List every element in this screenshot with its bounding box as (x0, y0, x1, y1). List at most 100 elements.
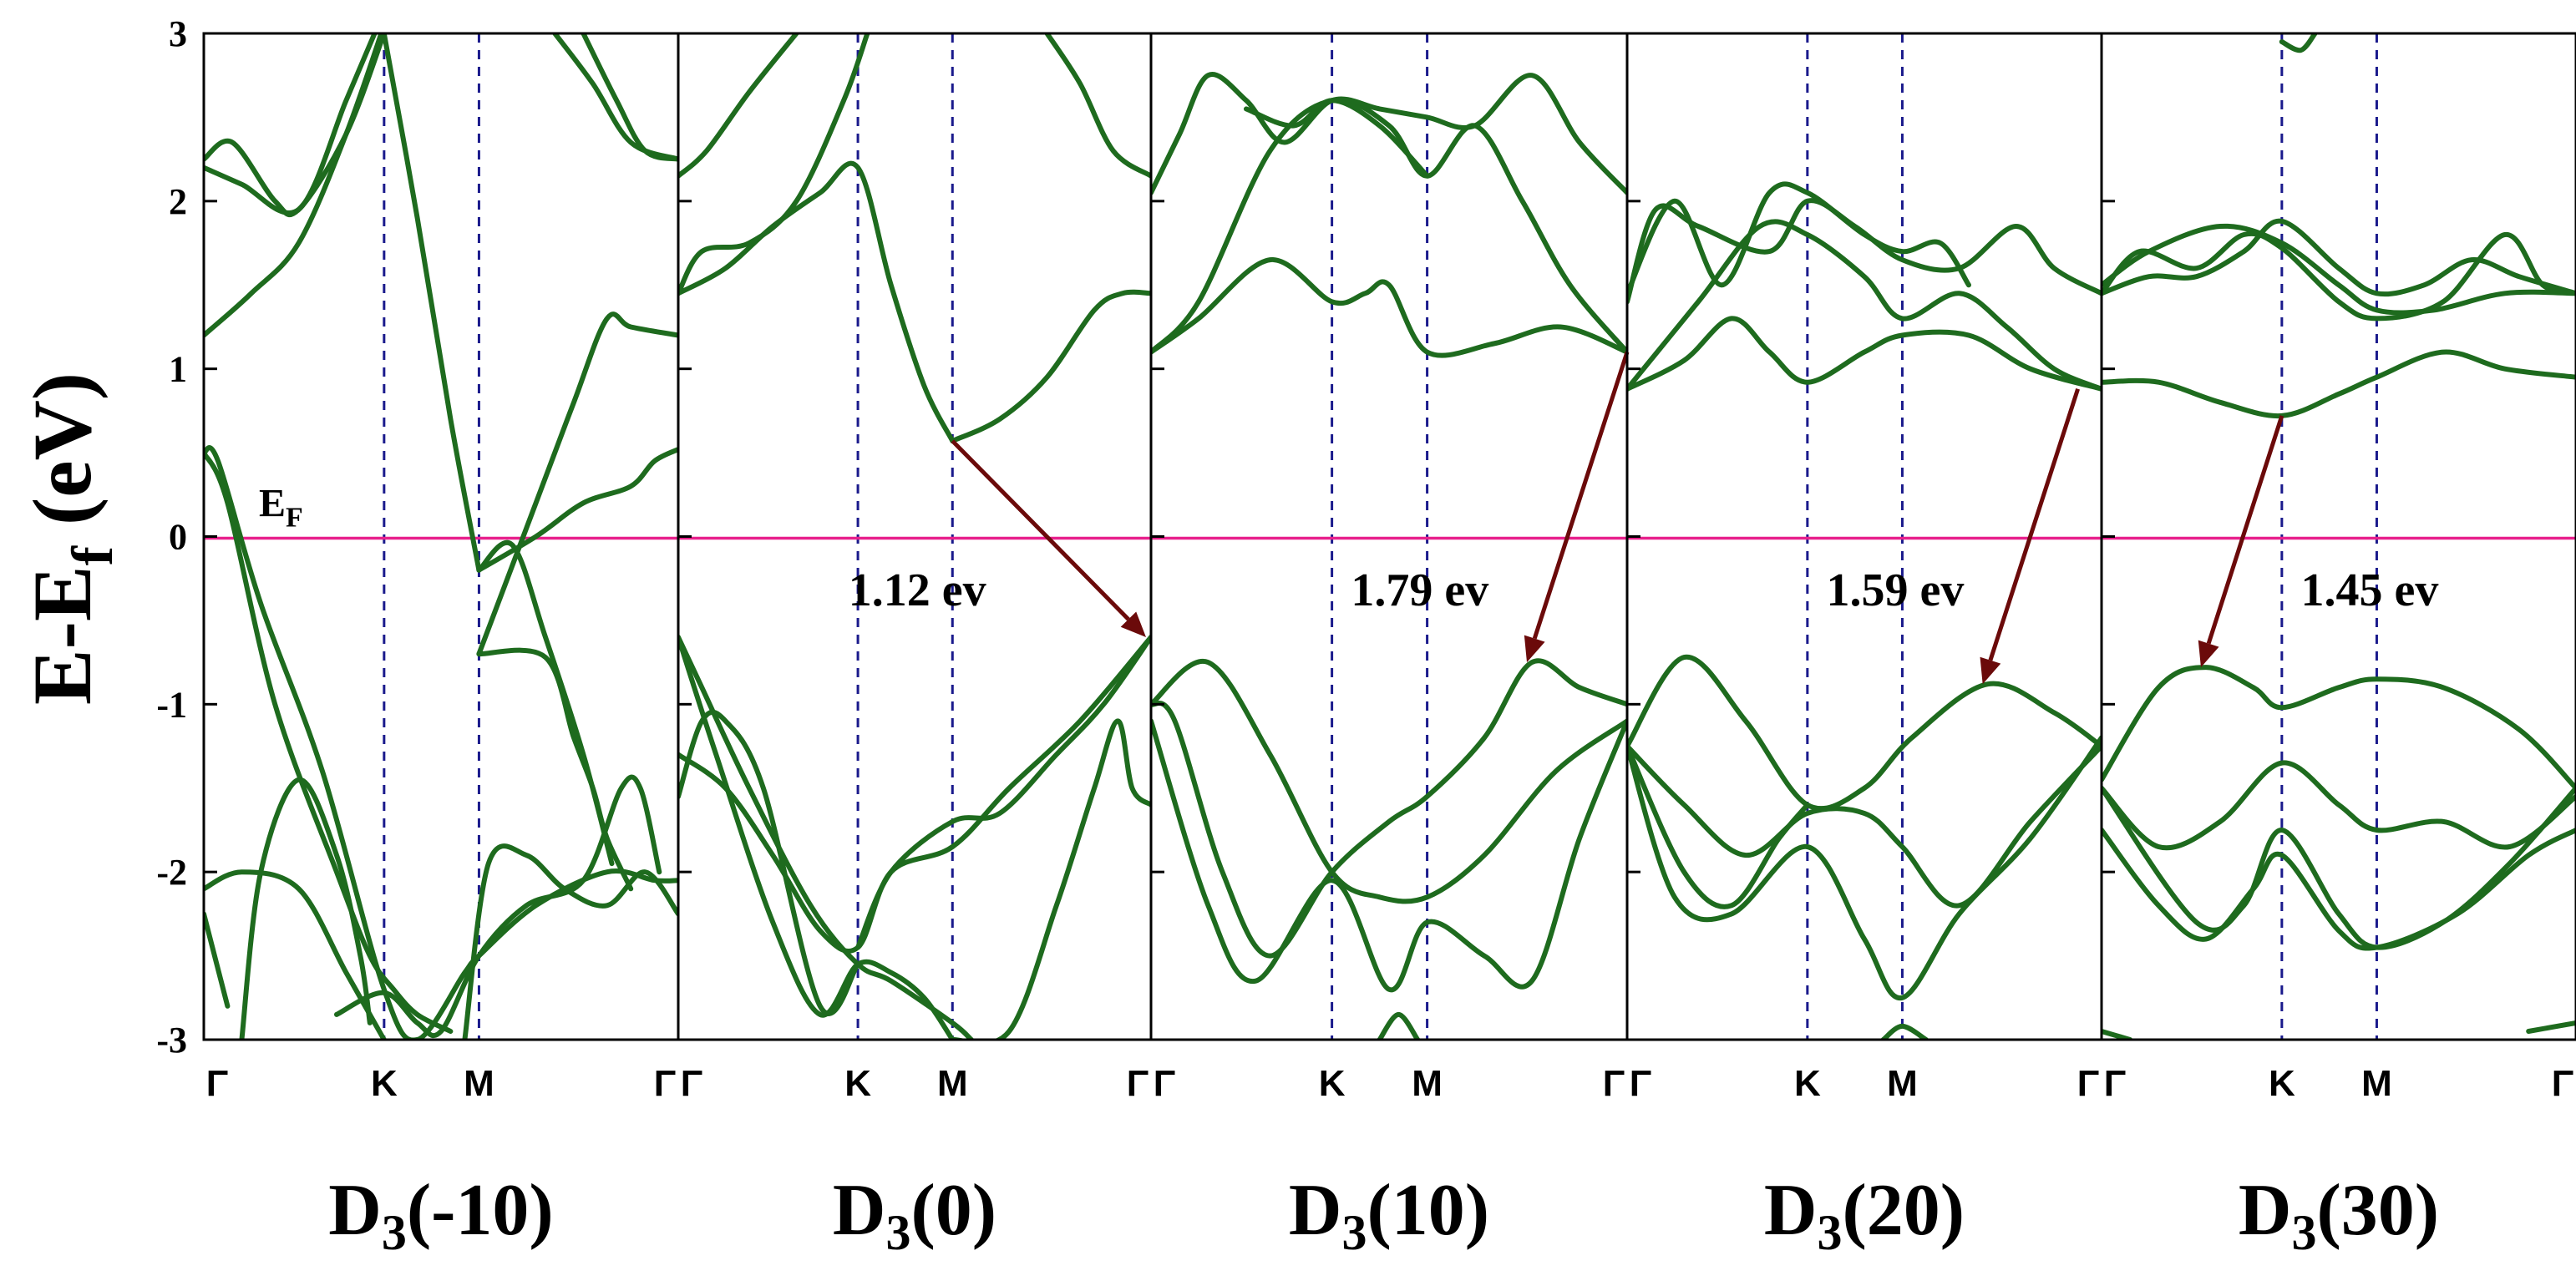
k-point-label: Γ (1603, 1063, 1625, 1104)
energy-band (678, 33, 799, 179)
bands (678, 33, 1151, 1040)
panel-title-arg: (0) (910, 1170, 996, 1251)
band-gap-label: 1.45 ev (2301, 565, 2439, 616)
energy-band (1151, 72, 1627, 195)
gap-arrow (1532, 351, 1630, 640)
k-point-label: K (2269, 1063, 2295, 1104)
k-point-label: Γ (1630, 1063, 1651, 1104)
panel-title-main: D (1289, 1170, 1342, 1251)
energy-band (950, 289, 1151, 443)
gap-arrow (1988, 387, 2080, 661)
energy-band (204, 33, 378, 215)
panel-title-sub: 3 (885, 1205, 910, 1260)
bands (1151, 72, 1627, 1040)
y-axis-title-sub: f (61, 545, 125, 565)
panel-title-sub: 3 (2291, 1205, 2316, 1260)
k-point-label: Γ (2077, 1063, 2099, 1104)
band-gap-label: 1.59 ev (1827, 565, 1965, 616)
panel-title: D3(-10) (328, 1170, 553, 1260)
energy-band (2102, 218, 2576, 297)
y-axis-title-unit: (eV) (16, 372, 109, 546)
panel-title-main: D (2239, 1170, 2292, 1251)
gap-arrow-head (1120, 611, 1146, 637)
panel-title-arg: (20) (1842, 1170, 1965, 1251)
k-point-label: Γ (2104, 1063, 2126, 1104)
energy-band (1627, 743, 2102, 909)
band-panel: 1.59 ev Γ K M Γ D3(20) (1625, 32, 2103, 1260)
y-tick-label: -2 (156, 852, 187, 893)
energy-band (678, 709, 861, 1016)
panel-title-main: D (833, 1170, 886, 1251)
y-tick-label: 3 (169, 13, 187, 54)
energy-band (950, 718, 1151, 1040)
y-tick-label: 2 (169, 181, 187, 222)
energy-band (1627, 198, 2102, 305)
energy-band (1377, 1011, 1421, 1040)
energy-band (1151, 718, 1627, 993)
energy-band (1627, 655, 2102, 812)
energy-band (2102, 230, 2576, 322)
fermi-label-sub: F (286, 503, 303, 534)
band-panel: Γ K M Γ D3(-10) EF (202, 32, 680, 1260)
energy-band (239, 777, 373, 1040)
energy-band (204, 450, 454, 1034)
fermi-level-label: EF (259, 482, 303, 534)
energy-band (855, 635, 1151, 950)
energy-band (1627, 735, 2102, 1000)
y-axis-label: E-Ef (eV) (16, 372, 125, 705)
energy-band (678, 33, 870, 296)
energy-band (476, 539, 615, 867)
k-point-label: Γ (1127, 1063, 1149, 1104)
y-tick-label: -3 (156, 1020, 187, 1061)
energy-band (381, 33, 482, 573)
energy-band (2102, 665, 2576, 791)
panel-title-main: D (1764, 1170, 1818, 1251)
k-point-label: M (1887, 1063, 1918, 1104)
y-axis-title: E-Ef (eV) (16, 372, 125, 705)
energy-band (1151, 658, 1627, 904)
band-panels: Γ K M ΓD3(-10)EF1.12 evΓ K M ΓD3(0)1.79 evΓ K M Γ… (202, 32, 2576, 1260)
energy-band (1627, 219, 2102, 392)
bands (1627, 181, 2102, 1040)
k-point-label: K (844, 1063, 871, 1104)
gap-arrow-head (1524, 635, 1545, 663)
energy-band (2102, 223, 2576, 316)
panel-title-arg: (-10) (407, 1170, 554, 1251)
panel-title-sub: 3 (1341, 1205, 1367, 1260)
gap-arrow-head (1980, 656, 2001, 685)
band-panel: 1.12 ev Γ K M Γ D3(0) (677, 32, 1153, 1260)
k-point-label: K (371, 1063, 398, 1104)
bands (2102, 33, 2576, 1040)
energy-band (1880, 1023, 1929, 1040)
energy-band (462, 843, 678, 1040)
panel-title: D3(0) (833, 1170, 996, 1260)
panel-title-sub: 3 (382, 1205, 407, 1260)
gap-arrow (951, 439, 1130, 621)
panel-title-main: D (328, 1170, 382, 1251)
panel-frame (1149, 32, 1629, 1041)
energy-band (334, 774, 662, 1039)
panel-title: D3(30) (2239, 1170, 2439, 1260)
energy-band (2102, 349, 2576, 419)
energy-band (1244, 98, 1430, 179)
energy-band (1151, 658, 1627, 959)
k-point-label: M (2361, 1063, 2392, 1104)
gap-arrow (2206, 415, 2284, 645)
energy-band (1151, 257, 1627, 358)
gap-arrow-head (2198, 640, 2219, 668)
panel-title: D3(20) (1764, 1170, 1965, 1260)
bands (204, 33, 678, 1040)
k-point-label: M (937, 1063, 968, 1104)
energy-band (678, 635, 1151, 954)
energy-band (2279, 33, 2318, 53)
panel-title-arg: (30) (2316, 1170, 2439, 1251)
y-axis-title-main: E-E (16, 565, 109, 705)
k-point-label: Γ (2552, 1063, 2573, 1104)
energy-band (2526, 1020, 2576, 1034)
y-tick-label: -1 (156, 684, 187, 725)
energy-band (2102, 828, 2576, 951)
energy-band (476, 447, 678, 573)
panel-title: D3(10) (1289, 1170, 1489, 1260)
k-point-label: Γ (654, 1063, 676, 1104)
